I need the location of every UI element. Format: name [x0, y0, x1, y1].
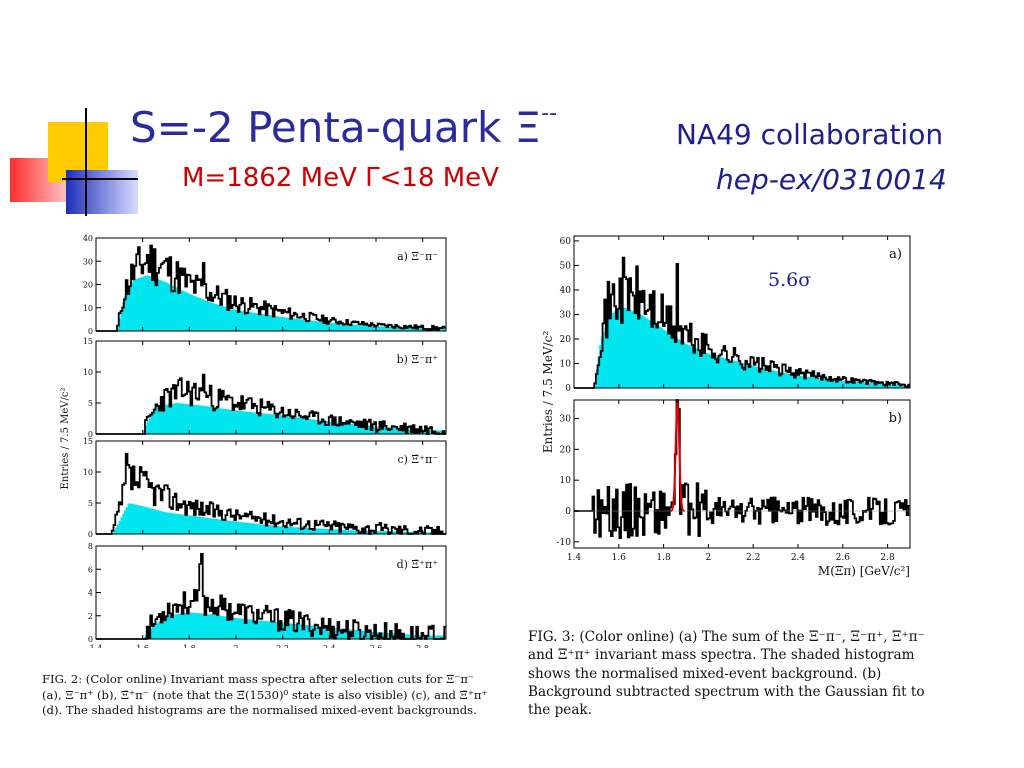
figure-3-panel-0-frame: [573, 235, 911, 389]
figure-2-panel-3-ytick-label: 0: [88, 635, 93, 644]
figure-2-panel-0-background-histogram: [96, 275, 446, 331]
figure-2-panel-3-ytick-label: 2: [88, 612, 93, 621]
figure-2-panel-1-label: b) Ξ⁻π⁺: [397, 353, 439, 366]
figure-3-plot: 0 10 20 30 40 50 60 a) -10 0 10 20 30 b) 1.4 1.6 1.8 2 2.2…: [541, 235, 911, 578]
figure-2-panel-0-ytick-label: 20: [83, 281, 93, 290]
slide-subtitle: M=1862 MeV Γ<18 MeV: [182, 163, 499, 193]
figure-2-panel-2: 0 5 10 15 c) Ξ̄⁺π⁻: [83, 437, 447, 539]
figure-3-xtick-label: 1.6: [612, 553, 627, 563]
figure-3-panel-1-gaussian-fit: [670, 400, 685, 512]
figure-2-panel-1-signal-histogram: [96, 373, 446, 435]
figure-3-panel-0-ytick-label: 10: [560, 359, 572, 369]
figure-2-panel-0: 0 10 20 30 40 a) Ξ⁻π⁻: [83, 234, 447, 336]
figure-3-xtick-label: 1.8: [656, 553, 671, 563]
figure-2-panel-1-ytick-label: 0: [88, 430, 93, 439]
figure-2-ylabel: Entries / 7.5 MeV/c²: [60, 388, 71, 490]
figure-3-panel-0-background-histogram: [574, 307, 910, 388]
figure-2-xtick-label: 2.8: [416, 644, 429, 648]
figure-2-panel-0-ytick-label: 30: [83, 257, 93, 266]
title-main: S=-2 Penta-quark Ξ: [130, 103, 542, 152]
figure-2-panel-3-ytick-label: 8: [88, 542, 93, 551]
figure-3-panel-1-ytick-label: 30: [560, 415, 572, 425]
figure-2-xtick-label: 1.6: [136, 644, 149, 648]
figure-3-panel-0: 0 10 20 30 40 50 60 a): [560, 235, 911, 394]
figure-2-panel-0-ytick-label: 40: [83, 234, 93, 243]
figure-2-xtick-label: 1.8: [183, 644, 196, 648]
figure-2-panel-2-ytick-label: 5: [88, 499, 93, 508]
figure-2-panel-1: 0 5 10 15 b) Ξ⁻π⁺: [83, 337, 447, 439]
figure-2-panel-0-ytick-label: 0: [88, 327, 93, 336]
logo-horizontal-line: [62, 178, 138, 180]
figure-3-panel-1-ytick-label: 20: [560, 445, 572, 455]
figure-3-panel-0-ytick-label: 0: [565, 384, 571, 394]
figure-3-xtick-label: 2: [706, 553, 712, 563]
figure-3-panel-1: -10 0 10 20 30 b): [557, 399, 911, 549]
figure-2-panel-0-signal-histogram: [96, 244, 446, 332]
figure-3-panel-1-ytick-label: 10: [560, 476, 572, 486]
figure-2-xtick-label: 1.4: [90, 644, 103, 648]
slide-title: S=-2 Penta-quark Ξ--: [130, 101, 558, 152]
figure-3-panel-0-ytick-label: 50: [560, 261, 572, 271]
figure-3-xtick-label: 2.2: [746, 553, 760, 563]
logo-vertical-line: [85, 108, 87, 216]
figure-2-panel-2-background-histogram: [96, 503, 446, 534]
figure-2-panel-2-label: c) Ξ̄⁺π⁻: [397, 453, 438, 466]
figure-3-panel-0-ytick-label: 30: [560, 310, 572, 320]
figure-2-panel-1-frame: [95, 340, 447, 435]
figure-3-panel-0-ytick-label: 40: [560, 286, 572, 296]
figure-3-xlabel: M(Ξπ) [GeV/c²]: [818, 564, 910, 578]
figure-3-caption: FIG. 3: (Color online) (a) The sum of th…: [528, 629, 925, 719]
significance-annotation: 5.6σ: [768, 269, 811, 291]
figure-2-panel-0-label: a) Ξ⁻π⁻: [397, 250, 438, 263]
figure-2-panel-2-ytick-label: 15: [83, 437, 93, 446]
title-superscript: --: [541, 101, 558, 126]
figure-2-panel-3-label: d) Ξ̄⁺π⁺: [397, 558, 439, 571]
figure-3-panel-0-ytick-label: 20: [560, 335, 572, 345]
figure-3-panel-0-signal-histogram: [574, 256, 910, 389]
figure-2-panel-2-frame: [95, 440, 447, 535]
figure-3-ylabel: Entries / 7.5 MeV/c²: [541, 331, 555, 454]
figure-2-panel-1-ytick-label: 5: [88, 399, 93, 408]
figure-3-panel-0-ytick-label: 60: [560, 237, 572, 247]
figure-2-panel-1-ytick-label: 10: [83, 368, 93, 377]
reference-label: hep-ex/0310014: [716, 163, 947, 196]
figure-3-panel-1-ytick-label: -10: [557, 538, 572, 548]
figure-2-panel-3-ytick-label: 4: [88, 589, 93, 598]
figure-3-xtick-label: 2.4: [791, 553, 806, 563]
figure-3-panel-1-frame: [573, 399, 911, 549]
figure-3-panel-1-label: b): [889, 411, 902, 426]
figure-2-panel-3-background-histogram: [96, 612, 446, 639]
logo-blue-block: [66, 170, 138, 214]
figure-2-xtick-label: 2.4: [323, 644, 336, 648]
figure-3-xtick-label: 2.6: [836, 553, 851, 563]
figure-2-panel-1-ytick-label: 15: [83, 337, 93, 346]
figure-2-panel-2-ytick-label: 0: [88, 530, 93, 539]
figure-2-caption: FIG. 2: (Color online) Invariant mass sp…: [42, 672, 488, 718]
figure-3-xtick-label: 2.8: [880, 553, 895, 563]
figure-2-panel-0-ytick-label: 10: [83, 304, 93, 313]
figure-2-xtick-label: 2.2: [276, 644, 289, 648]
figure-2-panel-2-ytick-label: 10: [83, 468, 93, 477]
figure-3-panel-1-ytick-label: 0: [565, 507, 571, 517]
figure-2-panel-3-ytick-label: 6: [88, 565, 93, 574]
figure-3-panel-1-signal-histogram: [574, 399, 910, 540]
figure-2-panel-2-signal-histogram: [96, 452, 446, 535]
figure-2-panel-3: 0 2 4 6 8 d) Ξ̄⁺π⁺: [88, 542, 447, 644]
figure-2-xtick-label: 2.6: [370, 644, 383, 648]
figure-3-panel-0-label: a): [889, 247, 902, 262]
figure-2-xtick-label: 2: [233, 644, 238, 648]
figure-3-xtick-label: 1.4: [567, 553, 582, 563]
collaboration-label: NA49 collaboration: [676, 118, 944, 151]
